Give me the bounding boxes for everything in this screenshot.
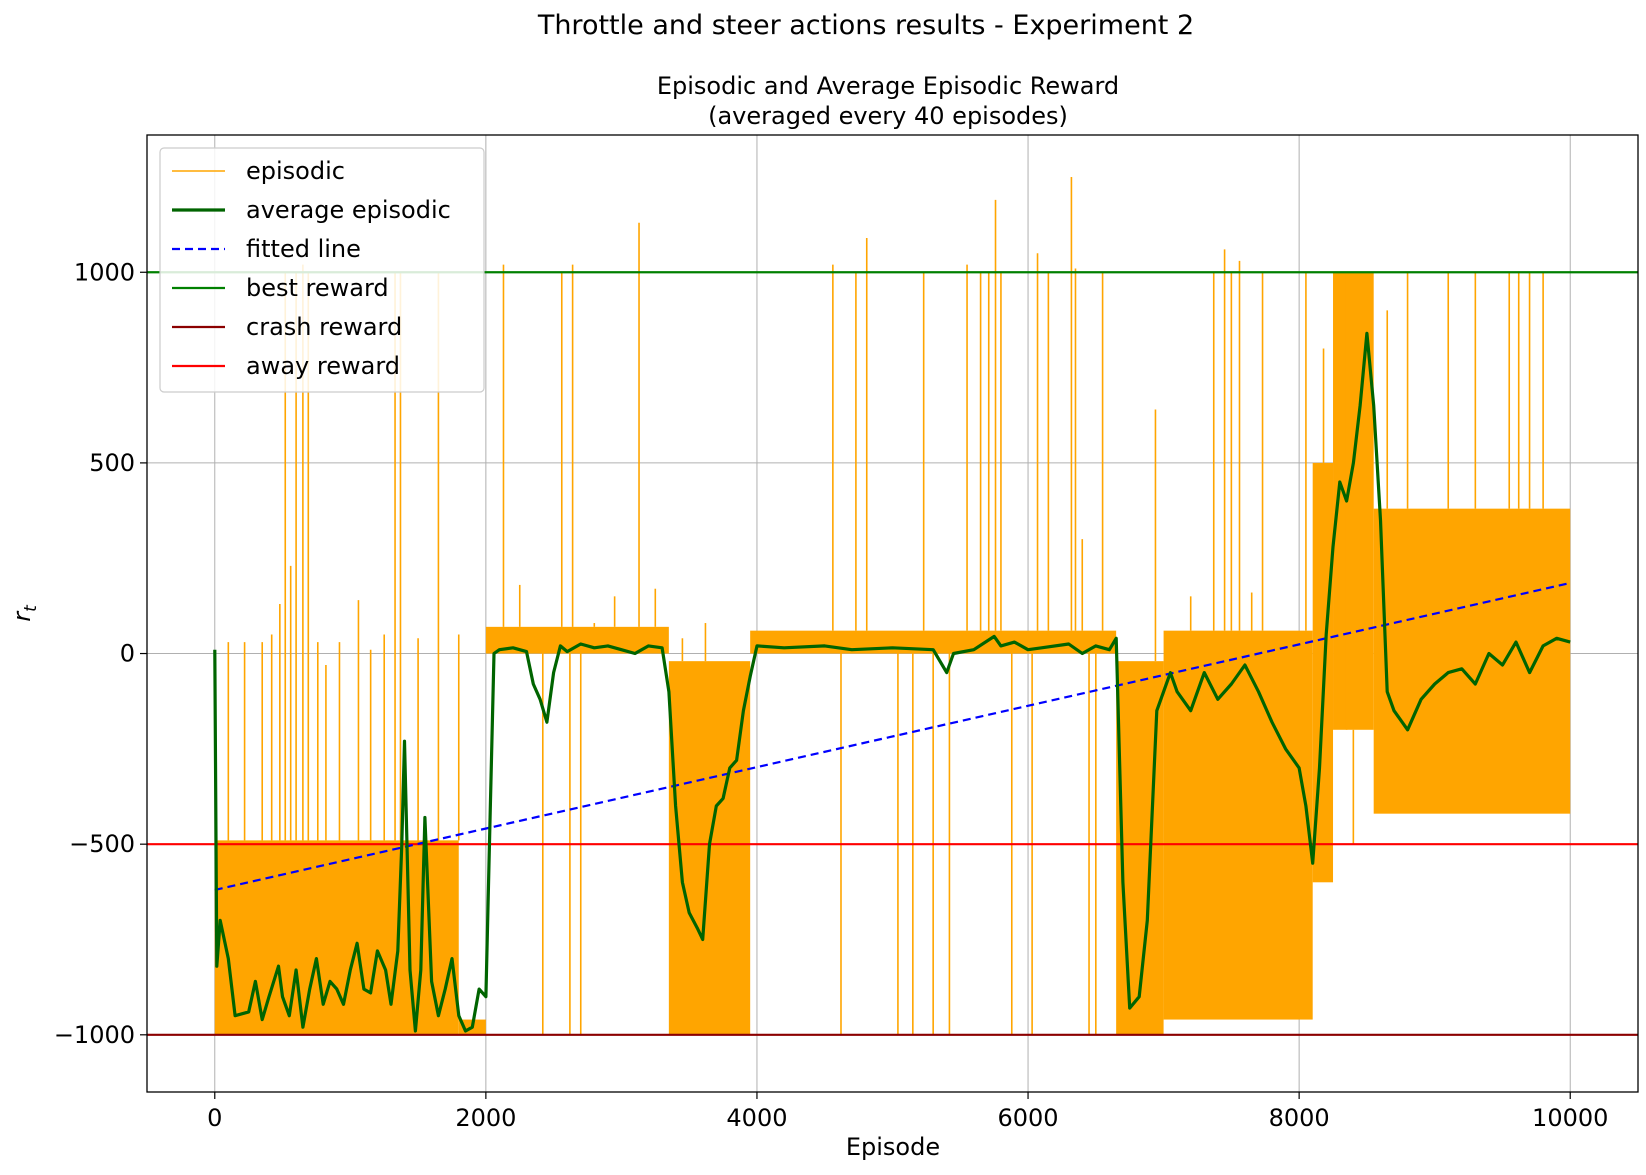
chart-title-line2: (averaged every 40 episodes) <box>708 102 1068 130</box>
plot-frame <box>146 134 1639 1093</box>
legend-label-average: average episodic <box>246 196 451 224</box>
x-tick-label-0: 0 <box>207 1104 222 1132</box>
legend-label-best: best reward <box>246 274 389 302</box>
y-tick-label-2: 0 <box>120 640 135 668</box>
legend-label-crash: crash reward <box>246 313 402 341</box>
episodic-band-9 <box>1373 508 1571 814</box>
chart-title-line1: Episodic and Average Episodic Reward <box>657 72 1119 100</box>
series-group <box>147 176 1638 1036</box>
y-axis-label: rt <box>8 604 41 622</box>
x-tick-label-5: 10000 <box>1532 1104 1608 1132</box>
legend-label-fitted: fitted line <box>246 235 361 263</box>
x-tick-label-4: 8000 <box>1269 1104 1330 1132</box>
y-tick-label-1: −500 <box>69 830 135 858</box>
legend-box <box>159 147 485 393</box>
x-tick-label-3: 6000 <box>998 1104 1059 1132</box>
plot-layer: 0 2000 4000 6000 8000 10000 −1000 −500 0 500 1000 r… <box>8 134 1639 1132</box>
y-tick-label-3: 500 <box>89 449 135 477</box>
fitted-line <box>214 581 1571 891</box>
legend-label-away: away reward <box>246 352 400 380</box>
legend: episodic average episodic fitted line best … <box>159 147 485 393</box>
legend-label-episodic: episodic <box>246 157 345 185</box>
y-tick-label-0: −1000 <box>54 1021 135 1049</box>
y-tick-label-4: 1000 <box>74 258 135 286</box>
average-episodic-line <box>213 331 1571 1033</box>
x-tick-label-2: 4000 <box>726 1104 787 1132</box>
episodic-band-6 <box>1163 630 1313 1020</box>
figure-suptitle: Throttle and steer actions results - Exp… <box>537 10 1194 41</box>
x-tick-label-1: 2000 <box>455 1104 516 1132</box>
x-axis-label: Episode <box>846 1133 940 1161</box>
